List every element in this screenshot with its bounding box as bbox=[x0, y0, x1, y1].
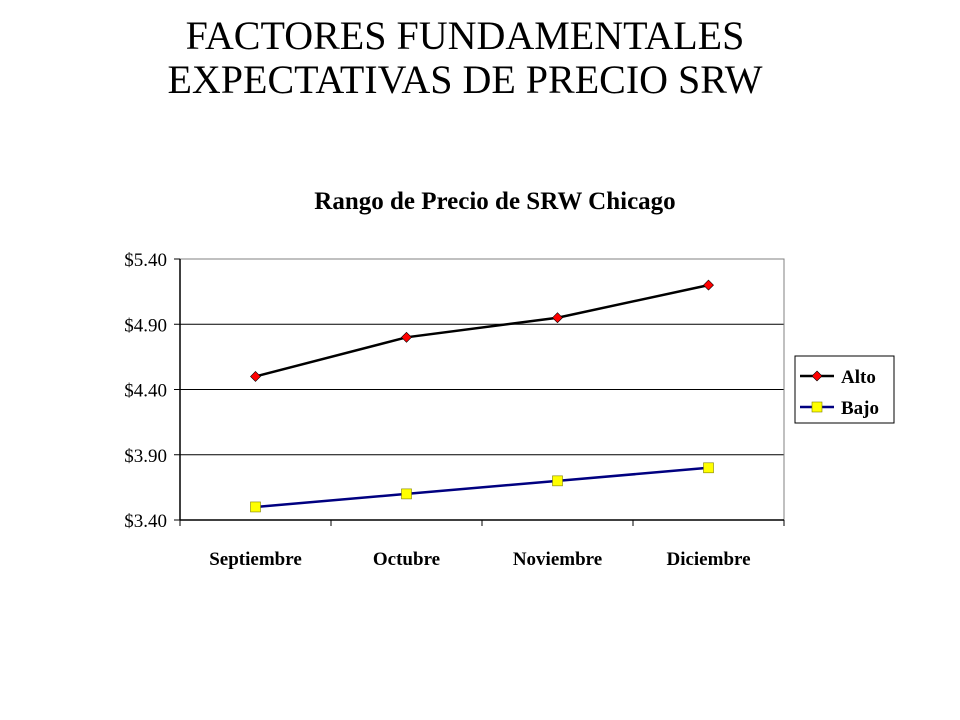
x-tick-label: Septiembre bbox=[209, 549, 302, 570]
slide-title-line-1: FACTORES FUNDAMENTALES bbox=[185, 13, 745, 58]
x-tick-label: Octubre bbox=[373, 549, 440, 570]
y-tick-label: $3.90 bbox=[124, 446, 167, 467]
chart-series bbox=[250, 279, 714, 513]
series-line bbox=[255, 466, 709, 509]
y-tick-label: $5.40 bbox=[124, 250, 167, 271]
legend-item-alto: Alto bbox=[800, 367, 876, 388]
y-axis-tick-labels: $3.40 $3.90 $4.40 $4.90 $5.40 bbox=[124, 250, 167, 532]
data-point-marker bbox=[703, 279, 714, 291]
data-point-marker bbox=[552, 312, 563, 324]
y-tick-label: $3.40 bbox=[124, 511, 167, 532]
legend-label: Bajo bbox=[841, 398, 879, 419]
x-tick-label: Diciembre bbox=[666, 549, 750, 570]
data-point-marker bbox=[250, 371, 261, 382]
chart-gridlines bbox=[180, 323, 784, 456]
y-tick-label: $4.90 bbox=[124, 315, 167, 336]
legend-label: Alto bbox=[841, 367, 876, 388]
legend-item-bajo: Bajo bbox=[800, 398, 879, 419]
data-point-marker bbox=[811, 401, 823, 413]
data-point-marker bbox=[703, 462, 714, 474]
slide-title-line-2: EXPECTATIVAS DE PRECIO SRW bbox=[167, 57, 763, 102]
series-line bbox=[255, 283, 709, 378]
legend-box bbox=[794, 355, 895, 424]
x-tick-label: Noviembre bbox=[513, 549, 602, 570]
x-axis-tick-labels: Septiembre Octubre Noviembre Diciembre bbox=[209, 549, 750, 570]
chart-legend: Alto Bajo bbox=[794, 355, 895, 424]
chart-title: Rango de Precio de SRW Chicago bbox=[314, 188, 675, 215]
data-point-marker bbox=[250, 501, 261, 513]
data-point-marker bbox=[552, 475, 563, 487]
slide-title: FACTORES FUNDAMENTALES EXPECTATIVAS DE P… bbox=[0, 14, 930, 102]
y-tick-label: $4.40 bbox=[124, 381, 167, 402]
data-point-marker bbox=[811, 370, 823, 382]
data-point-marker bbox=[401, 488, 412, 500]
data-point-marker bbox=[401, 331, 412, 343]
chart-axes bbox=[174, 258, 785, 526]
series-bajo bbox=[250, 462, 714, 513]
series-alto bbox=[250, 279, 714, 382]
